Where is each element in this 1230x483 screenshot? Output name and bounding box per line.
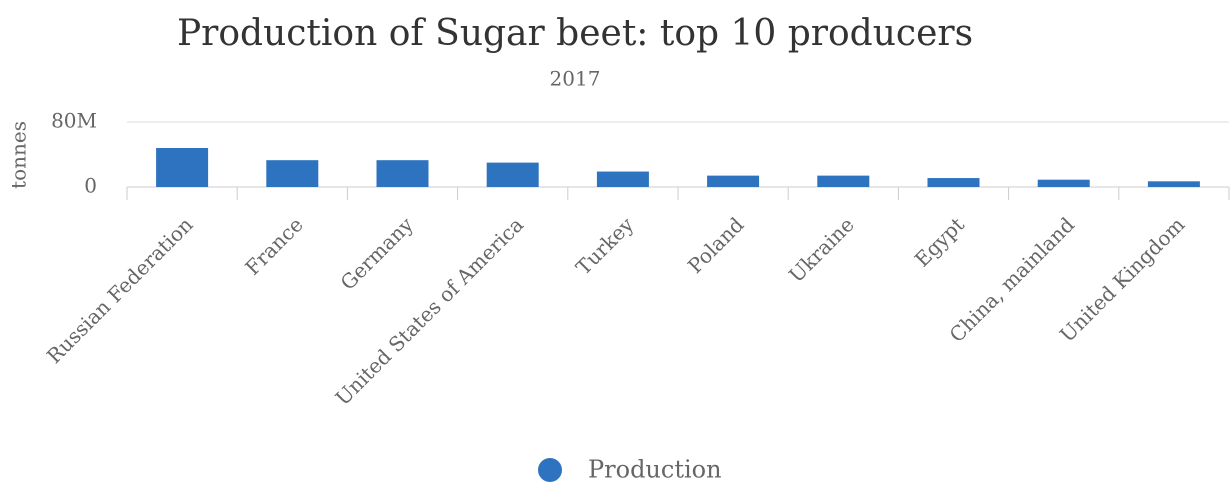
bar bbox=[156, 148, 209, 187]
bar bbox=[1037, 179, 1090, 187]
x-tick-label: Egypt bbox=[910, 212, 969, 271]
bar bbox=[707, 175, 760, 187]
y-axis-label: tonnes bbox=[7, 121, 31, 189]
x-tick-label: Germany bbox=[336, 212, 419, 295]
x-tick-label: Ukraine bbox=[784, 212, 859, 287]
x-tick-label: Russian Federation bbox=[42, 212, 198, 368]
bar bbox=[1147, 181, 1200, 187]
bar bbox=[817, 175, 870, 187]
legend-label: Production bbox=[588, 456, 722, 483]
chart-subtitle: 2017 bbox=[550, 67, 601, 91]
bar bbox=[376, 160, 429, 187]
bar bbox=[596, 171, 649, 187]
bar bbox=[927, 178, 980, 187]
x-tick-label: Turkey bbox=[571, 212, 639, 280]
x-tick-label: United States of America bbox=[331, 212, 529, 410]
y-tick-label: 80M bbox=[51, 109, 97, 133]
legend-marker bbox=[538, 458, 562, 482]
y-tick-label: 0 bbox=[84, 174, 97, 198]
bar bbox=[486, 162, 539, 187]
x-tick-label: France bbox=[240, 212, 307, 279]
x-tick-label: Poland bbox=[683, 212, 749, 278]
bar bbox=[266, 160, 319, 187]
chart-title: Production of Sugar beet: top 10 produce… bbox=[177, 13, 973, 54]
